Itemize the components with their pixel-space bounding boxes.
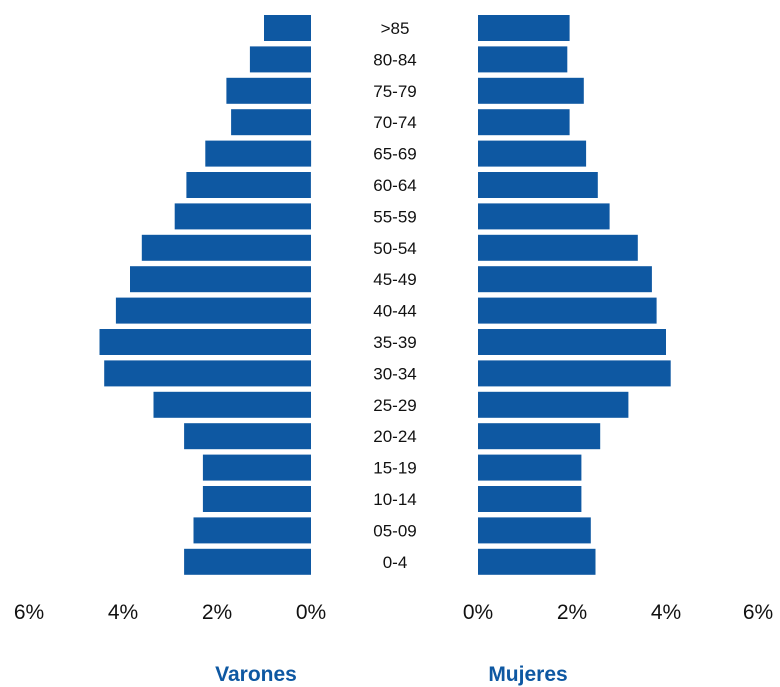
- age-label-50-54: 50-54: [373, 239, 416, 258]
- bar-varones-10-14: [202, 486, 311, 512]
- bar-varones-25-29: [153, 391, 311, 418]
- bar-mujeres-45-49: [478, 266, 652, 293]
- age-label-55-59: 55-59: [373, 207, 416, 226]
- age-label-45-49: 45-49: [373, 270, 416, 289]
- age-label-05-09: 05-09: [373, 521, 416, 540]
- bar-mujeres-20-24: [478, 423, 601, 450]
- bar-varones-30-34: [104, 360, 311, 387]
- tick-left-0pct: 0%: [296, 601, 326, 624]
- tick-right-0pct: 0%: [463, 601, 493, 624]
- bar-mujeres-0-4: [478, 548, 596, 575]
- bar-mujeres-30-34: [478, 360, 671, 387]
- age-label-35-39: 35-39: [373, 333, 416, 352]
- bar-varones-05-09: [193, 517, 311, 544]
- tick-right-6pct: 6%: [743, 601, 773, 624]
- bar-varones-15-19: [202, 454, 311, 481]
- bar-mujeres-40-44: [478, 297, 657, 324]
- bar-mujeres-25-29: [478, 391, 629, 418]
- bar-mujeres-over-85: [478, 15, 570, 41]
- age-label-80-84: 80-84: [373, 50, 416, 69]
- bar-varones-40-44: [115, 297, 312, 324]
- bar-mujeres-70-74: [478, 109, 570, 136]
- tick-right-2pct: 2%: [557, 601, 587, 624]
- tick-left-6pct: 6%: [14, 601, 44, 624]
- bar-varones-55-59: [174, 203, 311, 230]
- tick-right-4pct: 4%: [651, 601, 681, 624]
- bar-mujeres-60-64: [478, 172, 598, 198]
- bar-mujeres-80-84: [478, 46, 568, 73]
- bar-mujeres-75-79: [478, 77, 584, 104]
- bar-mujeres-35-39: [478, 329, 666, 355]
- age-label-75-79: 75-79: [373, 82, 416, 101]
- female-bars: [478, 15, 671, 575]
- tick-left-4pct: 4%: [108, 601, 138, 624]
- age-label-30-34: 30-34: [373, 364, 416, 383]
- bar-varones-60-64: [186, 172, 311, 198]
- bar-mujeres-55-59: [478, 203, 610, 230]
- age-label-15-19: 15-19: [373, 459, 416, 478]
- bar-mujeres-10-14: [478, 486, 582, 512]
- bar-mujeres-65-69: [478, 140, 587, 167]
- x-axis-ticks-right: 0% 2% 4% 6%: [463, 601, 773, 624]
- bar-varones-35-39: [99, 329, 311, 355]
- legend-mujeres: Mujeres: [488, 663, 567, 686]
- bar-mujeres-05-09: [478, 517, 591, 544]
- bar-varones-over-85: [264, 15, 311, 41]
- legend-varones: Varones: [215, 663, 297, 686]
- age-label-60-64: 60-64: [373, 176, 416, 195]
- age-label-25-29: 25-29: [373, 396, 416, 415]
- bar-varones-80-84: [249, 46, 311, 73]
- age-label-40-44: 40-44: [373, 302, 416, 321]
- age-label-20-24: 20-24: [373, 427, 416, 446]
- bar-varones-45-49: [130, 266, 311, 293]
- age-label-over-85: >85: [381, 19, 410, 38]
- age-label-70-74: 70-74: [373, 113, 416, 132]
- male-bars: [99, 15, 312, 575]
- age-group-labels: >85 80-84 75-79 70-74 65-69 60-64 55-59 50-54 45…: [373, 19, 416, 572]
- bar-varones-70-74: [231, 109, 311, 136]
- age-label-10-14: 10-14: [373, 490, 416, 509]
- bar-varones-0-4: [184, 548, 311, 575]
- age-label-0-4: 0-4: [383, 553, 408, 572]
- bar-mujeres-50-54: [478, 234, 638, 261]
- x-axis-ticks-left: 6% 4% 2% 0%: [14, 601, 326, 624]
- age-label-65-69: 65-69: [373, 145, 416, 164]
- bar-varones-75-79: [226, 77, 311, 104]
- bar-varones-50-54: [141, 234, 311, 261]
- tick-left-2pct: 2%: [202, 601, 232, 624]
- bar-varones-65-69: [205, 140, 312, 167]
- bar-mujeres-15-19: [478, 454, 582, 481]
- bar-varones-20-24: [184, 423, 311, 450]
